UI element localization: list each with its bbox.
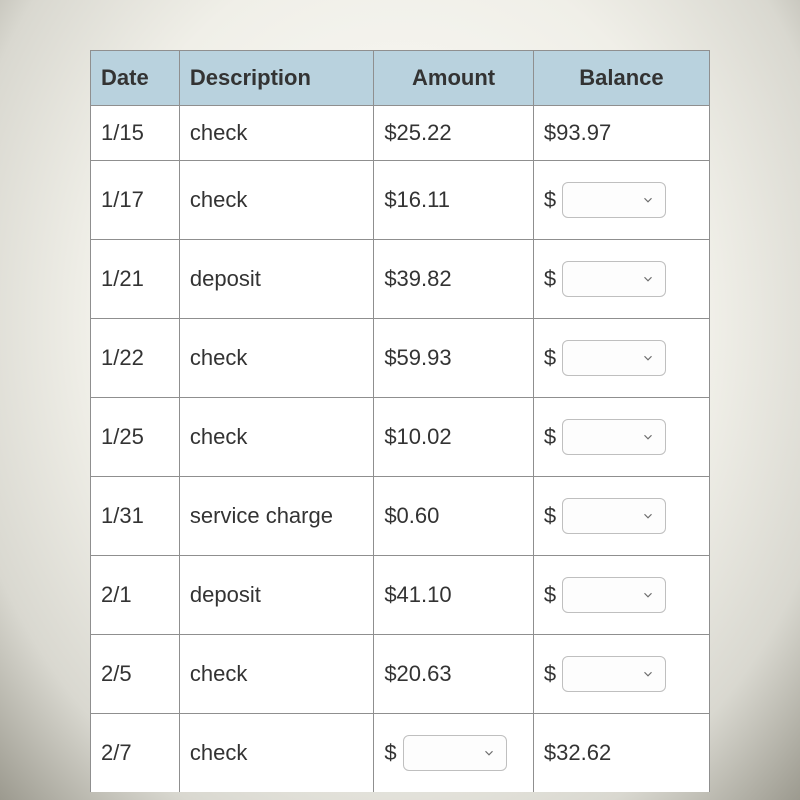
table-row: 2/5check$20.63 $ (91, 635, 710, 714)
cell-date: 1/21 (91, 240, 180, 319)
balance-dropdown[interactable] (562, 419, 666, 455)
cell-balance: $ (533, 319, 709, 398)
cell-balance: $93.97 (533, 106, 709, 161)
cell-amount: $39.82 (374, 240, 534, 319)
cell-date: 1/22 (91, 319, 180, 398)
col-header-description: Description (179, 51, 373, 106)
col-header-date: Date (91, 51, 180, 106)
currency-prefix: $ (544, 187, 556, 212)
balance-dropdown[interactable] (562, 656, 666, 692)
cell-description: check (179, 714, 373, 793)
cell-balance: $ (533, 556, 709, 635)
cell-amount: $10.02 (374, 398, 534, 477)
cell-date: 1/17 (91, 161, 180, 240)
cell-amount: $41.10 (374, 556, 534, 635)
cell-amount: $59.93 (374, 319, 534, 398)
cell-description: check (179, 319, 373, 398)
cell-date: 1/15 (91, 106, 180, 161)
cell-amount: $25.22 (374, 106, 534, 161)
cell-description: check (179, 161, 373, 240)
cell-balance: $ (533, 635, 709, 714)
ledger-table: Date Description Amount Balance 1/15chec… (90, 50, 710, 792)
chevron-down-icon (641, 187, 655, 213)
cell-balance: $ (533, 240, 709, 319)
cell-description: deposit (179, 240, 373, 319)
table-row: 1/25check$10.02 $ (91, 398, 710, 477)
table-row: 1/17check$16.11 $ (91, 161, 710, 240)
currency-prefix: $ (544, 345, 556, 370)
chevron-down-icon (641, 503, 655, 529)
cell-description: deposit (179, 556, 373, 635)
table-header-row: Date Description Amount Balance (91, 51, 710, 106)
col-header-balance: Balance (533, 51, 709, 106)
table-row: 2/1deposit$41.10 $ (91, 556, 710, 635)
cell-amount: $20.63 (374, 635, 534, 714)
currency-prefix: $ (544, 266, 556, 291)
chevron-down-icon (641, 582, 655, 608)
cell-date: 1/31 (91, 477, 180, 556)
currency-prefix: $ (544, 661, 556, 686)
chevron-down-icon (641, 424, 655, 450)
cell-description: check (179, 106, 373, 161)
balance-dropdown[interactable] (562, 340, 666, 376)
balance-dropdown[interactable] (562, 577, 666, 613)
cell-amount: $ (374, 714, 534, 793)
currency-prefix: $ (384, 740, 396, 765)
cell-date: 2/1 (91, 556, 180, 635)
chevron-down-icon (482, 740, 496, 766)
balance-dropdown[interactable] (562, 498, 666, 534)
amount-dropdown[interactable] (403, 735, 507, 771)
col-header-amount: Amount (374, 51, 534, 106)
table-row: 1/21deposit$39.82 $ (91, 240, 710, 319)
table-row: 2/7check $ $32.62 (91, 714, 710, 793)
currency-prefix: $ (544, 582, 556, 607)
cell-balance: $32.62 (533, 714, 709, 793)
cell-date: 2/5 (91, 635, 180, 714)
ledger-sheet: Date Description Amount Balance 1/15chec… (90, 50, 710, 800)
currency-prefix: $ (544, 503, 556, 528)
cell-balance: $ (533, 477, 709, 556)
cell-balance: $ (533, 398, 709, 477)
table-row: 1/22check$59.93 $ (91, 319, 710, 398)
chevron-down-icon (641, 345, 655, 371)
cell-amount: $0.60 (374, 477, 534, 556)
cell-date: 1/25 (91, 398, 180, 477)
cell-amount: $16.11 (374, 161, 534, 240)
currency-prefix: $ (544, 424, 556, 449)
cell-description: service charge (179, 477, 373, 556)
chevron-down-icon (641, 661, 655, 687)
cell-balance: $ (533, 161, 709, 240)
cell-description: check (179, 398, 373, 477)
balance-dropdown[interactable] (562, 261, 666, 297)
table-row: 1/15check$25.22$93.97 (91, 106, 710, 161)
cell-description: check (179, 635, 373, 714)
table-row: 1/31service charge$0.60 $ (91, 477, 710, 556)
chevron-down-icon (641, 266, 655, 292)
cell-date: 2/7 (91, 714, 180, 793)
balance-dropdown[interactable] (562, 182, 666, 218)
